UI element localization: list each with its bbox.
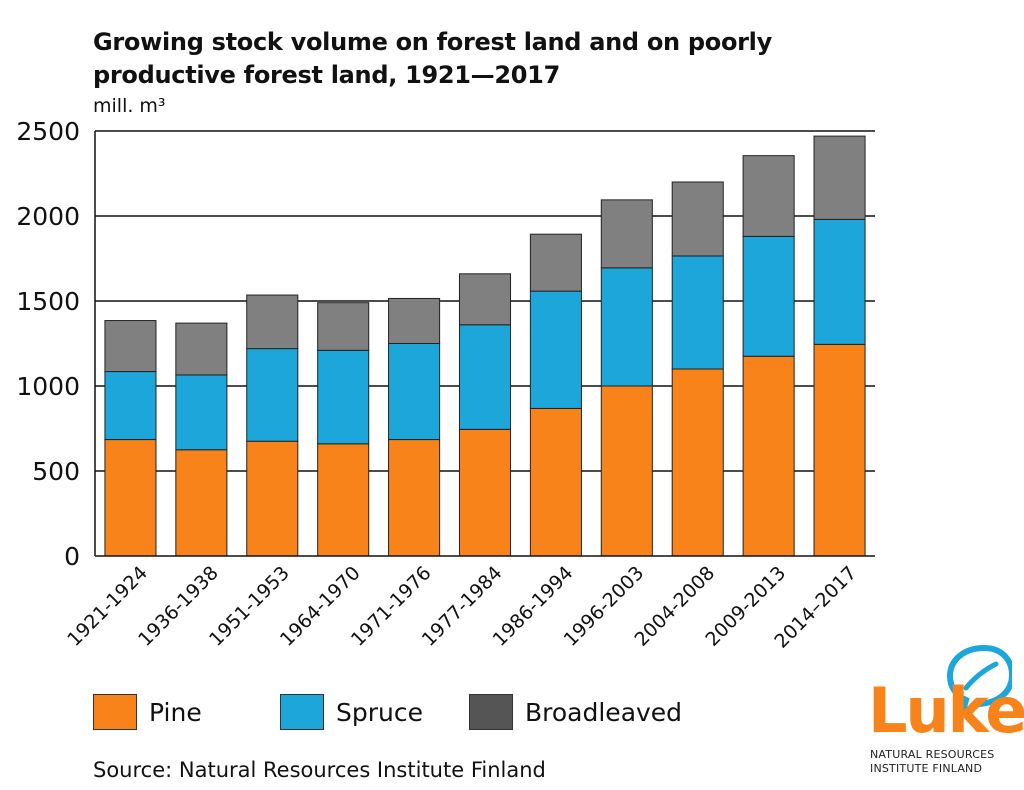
bar-spruce (671, 255, 724, 370)
logo-line-2: INSTITUTE FINLAND (870, 762, 983, 775)
bar-pine (317, 443, 370, 557)
logo-wordmark: Luke (868, 674, 1024, 747)
bar-spruce (388, 343, 441, 441)
bar-spruce (458, 324, 512, 430)
bar-broadleaved (742, 155, 795, 237)
legend-broadleaved-label: Broadleaved (525, 697, 683, 727)
y-tick-label: 2500 (16, 117, 80, 146)
bar-pine (671, 368, 724, 557)
legend-spruce-label: Spruce (336, 697, 423, 727)
bar-broadleaved (104, 320, 157, 373)
bar-spruce (742, 235, 795, 357)
bar-broadleaved (317, 302, 370, 351)
bar-spruce (813, 218, 866, 345)
y-axis-unit: mill. m³ (93, 95, 166, 117)
legend-pine: Pine (93, 693, 202, 731)
y-axis-unit-label: mill. m³ (93, 95, 166, 117)
y-tick-label: 0 (64, 542, 80, 571)
bar-spruce (317, 349, 370, 445)
bar-spruce (529, 290, 582, 409)
y-tick-label: 2000 (16, 202, 80, 231)
bar-pine (458, 428, 512, 557)
bar-broadleaved (600, 199, 653, 269)
logo-line-1: NATURAL RESOURCES (870, 748, 995, 761)
bar-pine (388, 439, 441, 557)
legend-spruce-swatch (280, 694, 324, 730)
bar-broadleaved (388, 297, 441, 345)
bar-pine (529, 407, 582, 557)
luke-logo: Luke NATURAL RESOURCES INSTITUTE FINLAND (862, 644, 1024, 784)
bar-pine (600, 385, 653, 557)
bar-spruce (246, 348, 299, 442)
bar-broadleaved (175, 322, 228, 376)
chart-title: Growing stock volume on forest land and … (93, 28, 772, 89)
leaf-bubble-icon (946, 644, 1012, 722)
y-tick-label: 1000 (16, 372, 80, 401)
bar-pine (104, 439, 157, 557)
bar-pine (813, 343, 866, 557)
legend-broadleaved-swatch (469, 694, 513, 730)
bar-broadleaved (458, 273, 512, 326)
bar-pine (742, 355, 795, 557)
bar-broadleaved (813, 135, 866, 220)
bar-broadleaved (671, 181, 724, 257)
bar-broadleaved (246, 294, 299, 350)
source-note: Source: Natural Resources Institute Finl… (93, 758, 546, 782)
bar-spruce (104, 371, 157, 441)
y-tick-label: 500 (32, 457, 80, 486)
bar-spruce (600, 267, 653, 387)
legend-spruce: Spruce (280, 693, 423, 731)
legend-broadleaved: Broadleaved (469, 693, 682, 731)
bar-broadleaved (529, 233, 582, 292)
y-tick-label: 1500 (16, 287, 80, 316)
legend-pine-swatch (93, 694, 137, 730)
bar-pine (246, 440, 299, 557)
legend-pine-label: Pine (149, 697, 202, 727)
bar-pine (175, 449, 228, 557)
bar-spruce (175, 374, 228, 451)
